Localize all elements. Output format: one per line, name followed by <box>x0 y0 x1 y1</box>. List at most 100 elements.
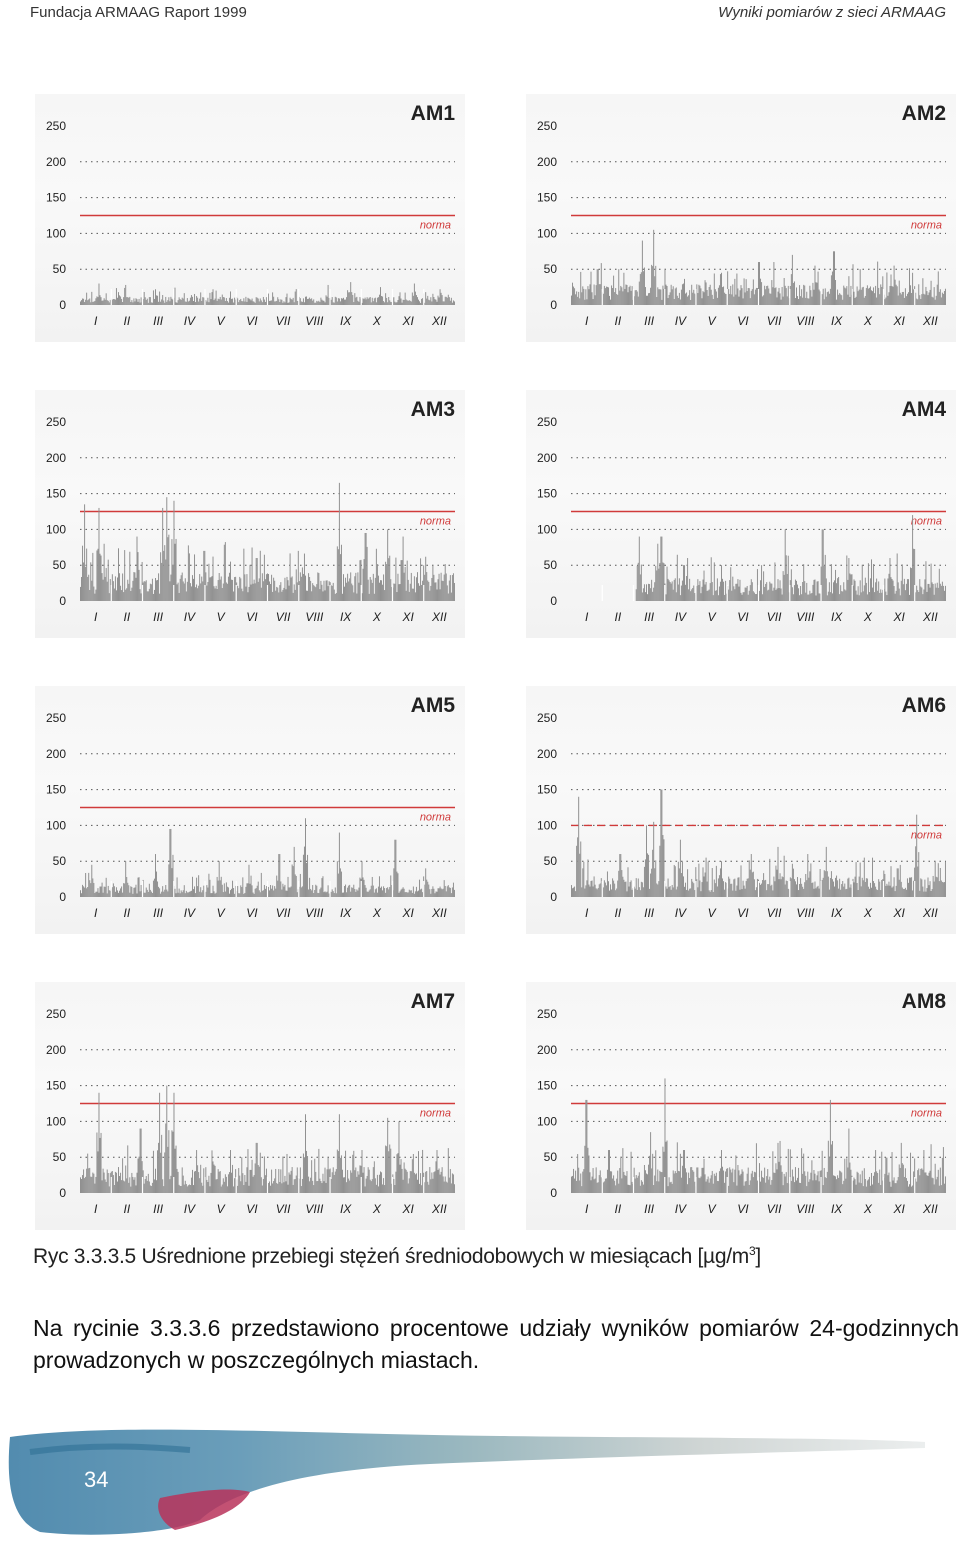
day-bar <box>123 592 125 601</box>
day-bar <box>888 573 890 601</box>
month-label: X <box>863 906 873 920</box>
day-bar <box>787 285 789 305</box>
chart-am4: AM4 0 50 100 150 200 250 norma I II III IV V VI VII VII… <box>526 390 956 638</box>
day-bar <box>449 887 451 897</box>
day-bar <box>679 595 681 601</box>
day-bar <box>246 301 248 305</box>
day-bar <box>717 287 719 305</box>
day-bar <box>882 879 884 897</box>
day-bar <box>95 891 97 897</box>
day-bar <box>83 1169 85 1193</box>
day-bar <box>221 294 223 305</box>
day-bar <box>405 892 407 897</box>
day-bar <box>88 574 90 601</box>
day-bar <box>933 1184 935 1193</box>
day-bar <box>617 1170 619 1193</box>
day-bar <box>733 879 735 897</box>
day-bar <box>159 593 161 601</box>
day-bar <box>587 859 589 897</box>
day-bar <box>382 1184 384 1193</box>
day-bar <box>665 886 667 897</box>
day-bar <box>644 859 646 897</box>
day-bar <box>941 581 943 601</box>
day-bar <box>774 881 776 897</box>
day-bar <box>362 877 364 897</box>
day-bar <box>703 1158 705 1193</box>
day-bar <box>752 591 754 601</box>
day-bar <box>237 1185 239 1193</box>
day-bar <box>699 581 701 601</box>
day-bar <box>196 296 198 305</box>
day-bar <box>677 1170 679 1193</box>
day-bar <box>692 292 694 305</box>
day-bar <box>728 289 730 305</box>
day-bar <box>826 595 828 601</box>
day-bar <box>918 592 920 601</box>
day-bar <box>905 296 907 305</box>
day-bar <box>146 1180 148 1193</box>
y-tick-label: 50 <box>53 558 67 572</box>
day-bar <box>816 886 818 897</box>
day-bar <box>921 1168 923 1193</box>
day-bar <box>164 1152 166 1193</box>
day-bar <box>119 295 121 305</box>
day-bar <box>419 1183 421 1193</box>
day-bar <box>775 1163 777 1193</box>
day-bar <box>130 301 132 305</box>
day-bar <box>395 1171 397 1193</box>
day-bar <box>314 586 316 601</box>
day-bar <box>210 893 212 897</box>
day-bar <box>770 583 772 601</box>
day-bar <box>162 507 164 601</box>
day-bar <box>270 1185 272 1193</box>
day-bar <box>265 574 267 601</box>
day-bar <box>731 294 733 305</box>
day-bar <box>291 299 293 305</box>
day-bar <box>203 550 205 601</box>
day-bar <box>397 300 399 305</box>
day-bar <box>904 590 906 601</box>
day-bar <box>768 884 770 897</box>
day-bar <box>701 586 703 601</box>
day-bar <box>825 578 827 601</box>
day-bar <box>801 1148 803 1193</box>
day-bar <box>103 1172 105 1193</box>
day-bar <box>611 285 613 305</box>
day-bar <box>407 300 409 305</box>
y-tick-label: 150 <box>537 191 557 205</box>
day-bar <box>299 298 301 305</box>
day-bar <box>736 1185 738 1193</box>
day-bar <box>309 297 311 305</box>
day-bar <box>404 892 406 897</box>
day-bar <box>285 1181 287 1193</box>
day-bar <box>872 857 874 897</box>
day-bar <box>308 1176 310 1193</box>
day-bar <box>384 888 386 897</box>
day-bar <box>181 1167 183 1193</box>
day-bar <box>441 889 443 897</box>
day-bar <box>105 568 107 601</box>
day-bar <box>396 871 398 897</box>
day-bar <box>802 886 804 897</box>
month-label: XII <box>922 906 938 920</box>
day-bar <box>328 1169 330 1193</box>
day-bar <box>409 583 411 601</box>
day-bar <box>161 562 163 601</box>
day-bar <box>682 876 684 897</box>
day-bar <box>750 579 752 601</box>
day-bar <box>857 291 859 305</box>
day-bar <box>784 1176 786 1193</box>
day-bar <box>279 854 281 897</box>
day-bar <box>594 884 596 897</box>
day-bar <box>112 1175 114 1193</box>
day-bar <box>615 288 617 305</box>
day-bar <box>744 1181 746 1193</box>
day-bar <box>287 1184 289 1193</box>
day-bar <box>391 586 393 601</box>
day-bar <box>139 302 141 305</box>
day-bar <box>889 558 891 601</box>
day-bar <box>184 578 186 601</box>
day-bar <box>668 1177 670 1193</box>
day-bar <box>818 289 820 305</box>
day-bar <box>104 1179 106 1193</box>
